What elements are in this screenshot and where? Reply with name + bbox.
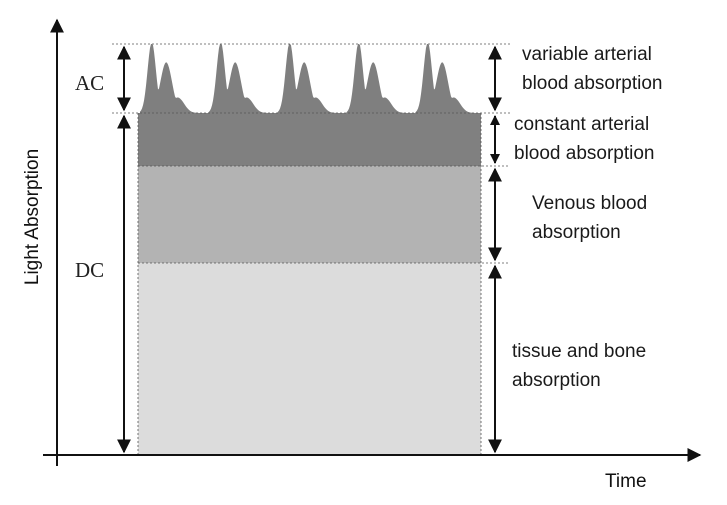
- constant-arterial-label-line1: constant arterial: [514, 114, 649, 135]
- variable-arterial-waveform: [140, 44, 481, 113]
- x-axis-title: Time: [605, 471, 647, 492]
- variable-arterial-label-line2: blood absorption: [522, 73, 663, 94]
- venous-blood-label-line1: Venous blood: [532, 193, 647, 214]
- tissue-bone-label-line2: absorption: [512, 370, 601, 391]
- variable-arterial-label-line1: variable arterial: [522, 44, 652, 65]
- y-axis-title: Light Absorption: [22, 149, 43, 285]
- venous-blood-label-line2: absorption: [532, 222, 621, 243]
- tissue-bone-label-line1: tissue and bone: [512, 341, 646, 362]
- constant-arterial-layer: [138, 113, 481, 166]
- ac-label: AC: [75, 71, 104, 95]
- venous-blood-layer: [138, 166, 481, 263]
- dc-label: DC: [75, 258, 104, 282]
- constant-arterial-label-line2: blood absorption: [514, 143, 655, 164]
- tissue-bone-layer: [138, 263, 481, 455]
- guide-lines: [112, 43, 510, 455]
